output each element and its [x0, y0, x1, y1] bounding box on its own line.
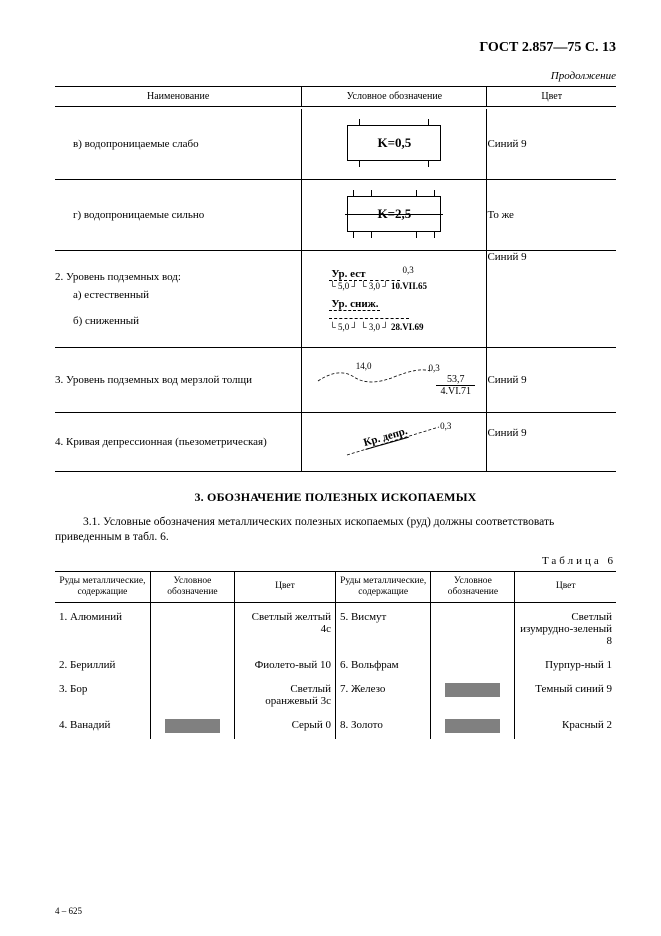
t6-r4-s [431, 713, 515, 739]
t6-r2-c: Пурпур-ный 1 [515, 653, 616, 677]
t6-l1-s [150, 605, 234, 653]
t6-l3-c: Светлый оранжевый 3с [235, 677, 336, 713]
swatch-icon [445, 683, 500, 697]
t1-r5-color: Синий 9 [487, 413, 616, 472]
t6-h4: Руды металлические, содержащие [335, 571, 430, 602]
t6-l4-n: 4. Ванадий [55, 713, 150, 739]
t1-r4-sym: 14,0 0,3 53,7 4.VI.71 [302, 348, 487, 413]
swatch-icon [445, 719, 500, 733]
t1-r4-color: Синий 9 [487, 348, 616, 413]
section-title: 3. ОБОЗНАЧЕНИЕ ПОЛЕЗНЫХ ИСКОПАЕМЫХ [55, 490, 616, 505]
t6-l1-n: 1. Алюминий [55, 605, 150, 653]
t1-r2-color: То же [487, 180, 616, 251]
t6-h5: Условное обозначение [431, 571, 515, 602]
t6-l4-c: Серый 0 [235, 713, 336, 739]
t1-r3-color: Синий 9 [487, 251, 616, 348]
swatch-icon [165, 719, 220, 733]
t1-r3-sym: Ур. ест 0,3 └ 5,0 ┘ └ 3,0 ┘ 10.VII.65 Ур… [302, 251, 487, 348]
t6-l2-n: 2. Бериллий [55, 653, 150, 677]
t1-r5-name: 4. Кривая депрессионная (пьезометрическа… [55, 413, 302, 472]
t6-r1-c: Светлый изумрудно-зеленый 8 [515, 605, 616, 653]
t1-r2-name: г) водопроницаемые сильно [55, 180, 302, 251]
continuation-label: Продолжение [55, 70, 616, 82]
t6-r3-c: Темный синий 9 [515, 677, 616, 713]
t1-r2-sym: K=2,5 [302, 180, 487, 251]
t6-r3-s [431, 677, 515, 713]
footer-sig: 4 – 625 [55, 906, 82, 916]
t1-r1-name: в) водопроницаемые слабо [55, 109, 302, 180]
t1-head-color: Цвет [487, 87, 616, 107]
t1-head-sym: Условное обозначение [302, 87, 487, 107]
t6-h6: Цвет [515, 571, 616, 602]
t6-r4-n: 8. Золото [335, 713, 430, 739]
t6-h1: Руды металлические, содержащие [55, 571, 150, 602]
t6-r4-c: Красный 2 [515, 713, 616, 739]
t6-r2-s [431, 653, 515, 677]
t6-r1-n: 5. Висмут [335, 605, 430, 653]
t1-r4-name: 3. Уровень подземных вод мерзлой толщи [55, 348, 302, 413]
table-6: Руды металлические, содержащие Условное … [55, 571, 616, 739]
t6-h2: Условное обозначение [150, 571, 234, 602]
t1-r5-sym: Кр. депр. 0,3 [302, 413, 487, 472]
t6-l2-s [150, 653, 234, 677]
t1-r1-sym: K=0,5 [302, 109, 487, 180]
t6-l4-s [150, 713, 234, 739]
paragraph-3-1: 3.1. Условные обозначения металлических … [55, 515, 616, 545]
table6-label: Таблица 6 [55, 555, 616, 567]
t6-r3-n: 7. Железо [335, 677, 430, 713]
page-header: ГОСТ 2.857—75 С. 13 [55, 40, 616, 56]
t6-l2-c: Фиолето-вый 10 [235, 653, 336, 677]
t6-r1-s [431, 605, 515, 653]
t6-l3-s [150, 677, 234, 713]
table-1: Наименование Условное обозначение Цвет в… [55, 86, 616, 472]
t6-l3-n: 3. Бор [55, 677, 150, 713]
t1-r3-name: 2. Уровень подземных вод: а) естественны… [55, 251, 302, 348]
t1-head-name: Наименование [55, 87, 302, 107]
t6-h3: Цвет [235, 571, 336, 602]
t1-r1-color: Синий 9 [487, 109, 616, 180]
t6-l1-c: Светлый желтый 4с [235, 605, 336, 653]
t6-r2-n: 6. Вольфрам [335, 653, 430, 677]
